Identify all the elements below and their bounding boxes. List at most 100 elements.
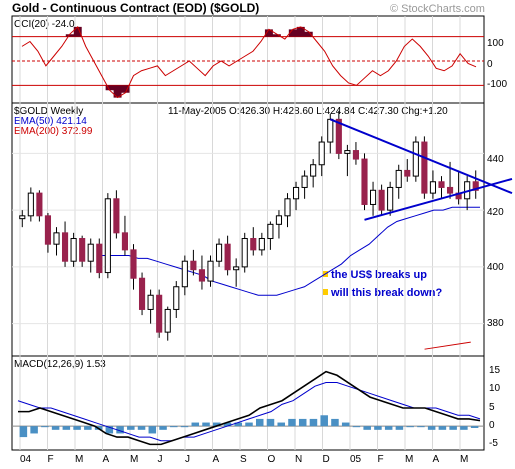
candle-up [275, 215, 283, 225]
candle-up [292, 186, 300, 200]
price-tick-380: 380 [487, 318, 504, 329]
x-tick-label: N [295, 454, 302, 465]
macd-histogram-bar [213, 422, 221, 427]
cci-tick-0: 0 [487, 59, 493, 70]
candle-up [327, 118, 334, 143]
watermark: © StockCharts.com [390, 3, 485, 15]
candle-up [301, 175, 308, 188]
macd-tick-10: 10 [489, 383, 501, 394]
candle-down [224, 243, 231, 271]
macd-histogram-bar [363, 426, 371, 430]
x-tick-label: M [75, 454, 83, 465]
macd-histogram-bar [127, 426, 135, 430]
candle-down [61, 232, 69, 262]
price-quote: 11-May-2005 O:426.30 H:428.60 L:424.84 C… [168, 106, 448, 117]
macd-histogram-bar [116, 426, 124, 434]
macd-histogram-bar [266, 418, 275, 427]
x-tick-label: J [185, 454, 190, 465]
chart-title: Gold - Continuous Contract (EOD) ($GOLD) [12, 1, 259, 15]
candle-down [79, 238, 86, 262]
macd-histogram-bar [137, 426, 146, 430]
macd-histogram-bar [191, 422, 200, 427]
x-tick-label: S [240, 454, 247, 465]
macd-layer [12, 370, 484, 446]
macd-tick-0: 0 [489, 420, 495, 431]
macd-histogram-bar [170, 426, 178, 428]
annotation-line-2: will this break down? [330, 287, 443, 299]
macd-histogram-bar [288, 418, 296, 427]
price-tick-420: 420 [487, 207, 504, 218]
macd-histogram-bar [395, 426, 404, 430]
macd-histogram-bar [180, 426, 189, 428]
candle-up [53, 232, 60, 245]
macd-histogram-bar [331, 418, 339, 427]
macd-histogram-bar [202, 422, 210, 427]
x-tick-label: A [213, 454, 220, 465]
ema200-label: EMA(200) 372.99 [14, 126, 93, 137]
x-tick-label: F [48, 454, 54, 465]
macd-histogram-bar [406, 426, 414, 428]
x-tick-label: A [433, 454, 440, 465]
candle-down [198, 269, 206, 282]
candle-up [429, 181, 437, 194]
candle-up [104, 198, 111, 274]
macd-histogram-bar [449, 426, 457, 430]
macd-histogram-bar [460, 426, 468, 430]
x-tick-label: D [323, 454, 330, 465]
macd-histogram-bar [41, 426, 49, 428]
upper-trendline [329, 118, 513, 195]
annotation-line-1: the US$ breaks up [331, 269, 427, 281]
candle-up [173, 286, 180, 310]
macd-signal-line [17, 382, 481, 442]
macd-histogram-bar [309, 418, 318, 427]
candle-up [147, 294, 154, 310]
candle-up [19, 215, 26, 220]
cci-tick-minus100: -100 [487, 79, 507, 90]
candle-down [130, 249, 137, 279]
macd-histogram-bar [298, 418, 307, 427]
macd-histogram-bar [30, 426, 38, 434]
candle-up [369, 189, 377, 205]
price-symbol-label: $GOLD Weekly [14, 106, 83, 117]
cci-label: CCI(20) -24.0 [14, 19, 75, 30]
candle-down [44, 215, 52, 245]
candle-up [233, 266, 240, 271]
macd-histogram-bar [51, 426, 60, 430]
macd-tick-minus5: -5 [489, 438, 498, 449]
x-tick-label: M [460, 454, 468, 465]
candle-down [404, 169, 411, 177]
candle-up [241, 238, 248, 268]
candle-up [318, 141, 325, 166]
candle-down [190, 260, 197, 271]
cci-layer [12, 26, 484, 99]
cci-panel [11, 15, 485, 104]
price-tick-400: 400 [487, 262, 504, 273]
macd-histogram-bar [245, 422, 253, 427]
x-tick-label: F [378, 454, 384, 465]
candle-down [361, 158, 368, 205]
candle-down [138, 277, 146, 310]
candle-up [215, 243, 223, 262]
macd-histogram-bar [374, 426, 382, 430]
ema50-line [101, 206, 480, 296]
price-panel [11, 102, 485, 357]
candle-down [250, 238, 257, 251]
macd-histogram-bar [234, 422, 243, 427]
candle-up [310, 164, 317, 177]
candle-up [27, 192, 34, 217]
x-tick-label: O [268, 454, 276, 465]
candle-down [438, 181, 445, 188]
macd-tick-15: 15 [489, 365, 501, 376]
candle-down [352, 150, 360, 160]
ema200-line [424, 341, 471, 350]
macd-histogram-bar [277, 422, 285, 427]
x-tick-label: 04 [20, 454, 32, 465]
candle-down [446, 186, 454, 194]
candle-up [258, 238, 265, 251]
candle-down [96, 243, 103, 274]
candle-up [70, 238, 77, 262]
candle-up [267, 223, 274, 240]
macd-histogram-bar [384, 426, 393, 430]
lower-trendline [364, 177, 513, 221]
